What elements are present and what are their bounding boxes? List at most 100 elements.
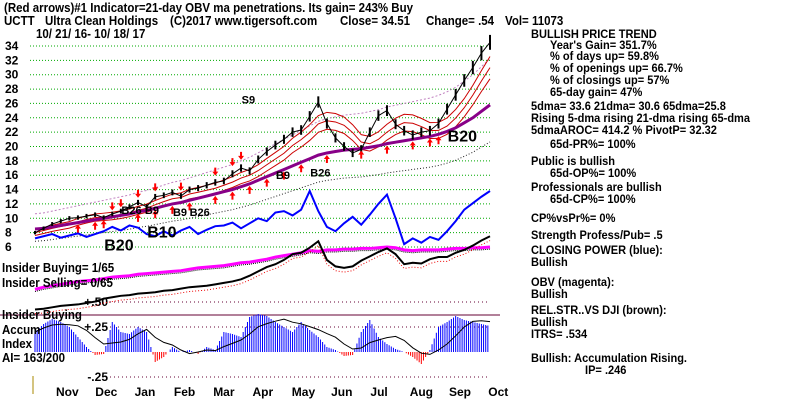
- red-arrow-up-icon: [100, 220, 107, 229]
- red-arrow-up-icon: [409, 141, 416, 150]
- month-label: Dec: [95, 385, 117, 399]
- red-arrow-up-icon: [246, 185, 253, 194]
- price-tick-label: 32: [5, 53, 19, 67]
- years-gain: Year's Gain= 351.7%: [550, 38, 657, 52]
- month-label: Jan: [135, 385, 156, 399]
- insider-buying: Insider Buying= 1/65: [2, 261, 115, 275]
- closing-power-line: [34, 188, 491, 246]
- ma21-lower: [34, 78, 491, 237]
- public: Public is bullish: [531, 154, 616, 168]
- signal-label: B20: [448, 128, 477, 145]
- closings-up: % of closings up= 57%: [550, 73, 670, 87]
- signal-label: S9: [242, 94, 255, 106]
- days-up: % of days up= 59.8%: [550, 49, 659, 63]
- red-arrow-up-icon: [435, 136, 442, 145]
- red-arrow-down-icon: [152, 183, 159, 192]
- ai-value: AI= 163/200: [2, 351, 65, 365]
- price-tick-label: 14: [5, 183, 19, 197]
- rising: Rising 5-dma rising 21-dma rising 65-dma: [531, 111, 751, 125]
- company-name: Ultra Clean Holdings: [45, 14, 159, 28]
- closing-power-state: Bullish: [531, 255, 568, 269]
- accum-label: Accum: [2, 323, 41, 337]
- gain-65: 65-day gain= 47%: [550, 85, 643, 99]
- professionals: Professionals are bullish: [531, 180, 662, 194]
- price-tick-label: 18: [5, 154, 19, 168]
- cp-vs-pr: CP%vsPr%= 0%: [531, 211, 616, 225]
- aroc: 5dmaAROC= 414.2 % PivotP= 32.32: [531, 123, 717, 137]
- price-tick-label: 20: [5, 140, 19, 154]
- itrs: ITRS= .534: [531, 327, 588, 341]
- red-arrow-up-icon: [263, 178, 270, 187]
- price-line: [34, 42, 491, 234]
- signal-label: B26: [310, 168, 330, 180]
- obv-line: [34, 245, 491, 291]
- price-tick-label: 28: [5, 82, 19, 96]
- signal-label: B9: [173, 207, 187, 219]
- red-arrow-down-icon: [212, 167, 219, 176]
- red-arrow-up-icon: [186, 202, 193, 211]
- ma21-upper: [34, 56, 491, 231]
- date-range: 10/ 21/ 16- 10/ 18/ 17: [36, 27, 146, 41]
- price-tick-label: 30: [5, 68, 19, 82]
- op65: 65d-OP%= 100%: [550, 166, 637, 180]
- accum-tick-label: +.25: [84, 320, 108, 334]
- red-arrow-up-icon: [152, 210, 159, 219]
- strength: Strength Profess/Pub= .5: [531, 228, 663, 242]
- upper-band: [34, 58, 491, 215]
- ticker: UCTT: [4, 14, 35, 28]
- volume: Vol= 11073: [505, 14, 564, 28]
- closing-power-title: CLOSING POWER (blue):: [531, 243, 663, 257]
- lower-band: [34, 141, 491, 242]
- rel-strength-line: [34, 235, 491, 311]
- ma65-line: [34, 103, 491, 231]
- rel-str-title: REL.STR..VS DJI (brown):: [531, 303, 667, 317]
- red-arrow-up-icon: [229, 191, 236, 200]
- red-arrow-down-icon: [238, 151, 245, 160]
- close-price: Close= 34.51: [340, 14, 411, 28]
- dmas: 5dma= 33.6 21dma= 30.6 65dma=25.8: [531, 99, 726, 113]
- red-arrow-down-icon: [135, 189, 142, 198]
- month-label: Apr: [253, 385, 274, 399]
- pr65: 65d-PR%= 100%: [550, 137, 636, 151]
- signal-label: B26: [121, 205, 141, 217]
- copyright: (C)2017 www.tigersoft.com: [170, 14, 318, 28]
- month-label: Feb: [174, 385, 195, 399]
- price-tick-label: 24: [5, 111, 19, 125]
- signal-label: B20: [104, 238, 133, 255]
- month-label: Jul: [370, 385, 387, 399]
- month-label: May: [292, 385, 316, 399]
- red-arrow-up-icon: [383, 145, 390, 154]
- red-arrow-up-icon: [358, 150, 365, 159]
- red-arrow-down-icon: [109, 202, 116, 211]
- insider-selling: Insider Selling= 0/65: [2, 276, 113, 290]
- month-label: Mar: [213, 385, 235, 399]
- month-label: Sep: [449, 385, 471, 399]
- obv-title: OBV (magenta):: [531, 275, 615, 289]
- change: Change= .54: [426, 14, 495, 28]
- red-arrow-down-icon: [229, 158, 236, 167]
- price-tick-label: 10: [5, 211, 19, 225]
- month-label: Jun: [331, 385, 352, 399]
- rel-str-state: Bullish: [531, 315, 568, 329]
- red-arrow-up-icon: [212, 195, 219, 204]
- insider-buying-label: Insider Buying: [2, 308, 82, 322]
- month-label: Oct: [488, 385, 508, 399]
- red-arrow-up-icon: [135, 213, 142, 222]
- accumulation-status: Bullish: Accumulation Rising.: [531, 351, 688, 365]
- signal-label: B26: [190, 207, 210, 219]
- signal-label: B10: [147, 225, 176, 242]
- price-tick-label: 22: [5, 125, 19, 139]
- red-arrow-up-icon: [298, 164, 305, 173]
- trend-title: BULLISH PRICE TREND: [531, 27, 657, 41]
- obv-state: Bullish: [531, 287, 568, 301]
- indicator-title: (Red arrows)#1 Indicator=21-day OBV ma p…: [4, 1, 414, 15]
- red-arrow-down-icon: [177, 182, 184, 191]
- price-tick-label: 16: [5, 168, 19, 182]
- price-tick-label: 12: [5, 197, 19, 211]
- openings-up: % of openings up= 66.7%: [550, 61, 683, 75]
- ip-value: IP= .246: [585, 363, 627, 377]
- month-label: Nov: [56, 385, 79, 399]
- price-tick-label: 8: [5, 226, 12, 240]
